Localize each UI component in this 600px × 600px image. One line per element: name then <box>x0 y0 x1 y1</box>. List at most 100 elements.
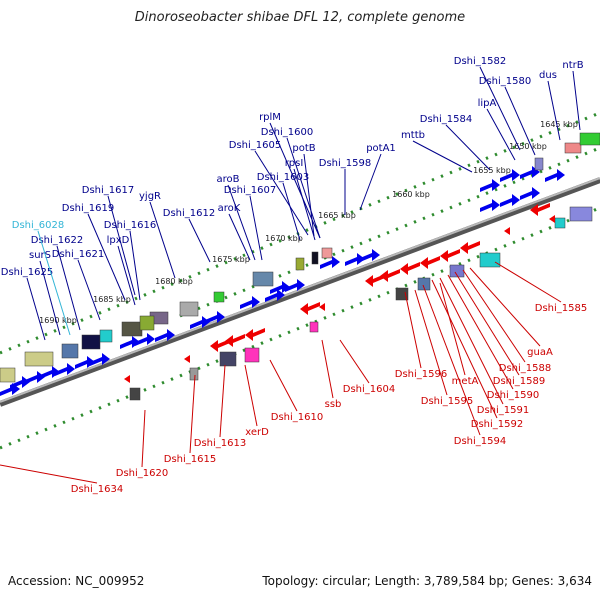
forward-gene-label: mttb <box>401 130 425 141</box>
tick-dot <box>503 244 507 248</box>
forward-gene-arrow <box>480 179 500 192</box>
tick-dot <box>278 334 282 338</box>
reverse-feature-block <box>554 217 566 229</box>
forward-gene-label: aroB <box>217 174 240 185</box>
reverse-gene-label: ssb <box>325 399 342 410</box>
forward-gene-arrow <box>320 256 340 269</box>
forward-gene-label: Dshi_1580 <box>479 76 531 87</box>
forward-gene-arrow <box>500 194 520 207</box>
forward-gene-arrow <box>345 253 365 266</box>
forward-gene-label: surS <box>29 250 51 261</box>
forward-feature-block <box>24 351 54 367</box>
tick-dot <box>35 431 39 435</box>
tick-dot <box>485 191 489 195</box>
tick-dot <box>539 134 543 139</box>
tick-dot <box>107 402 111 407</box>
tick-dot <box>305 228 309 232</box>
tick-dot <box>467 198 471 203</box>
tick-dot <box>431 177 435 182</box>
tick-dot <box>566 158 570 163</box>
tick-dot <box>449 170 453 175</box>
reverse-gene-arrow <box>530 203 550 216</box>
forward-gene-arrow <box>90 353 110 366</box>
reverse-gene-marker <box>504 227 510 235</box>
forward-gene-label: Dshi_1605 <box>229 140 281 151</box>
tick-dot <box>260 246 264 250</box>
tick-dot <box>80 318 84 322</box>
label-leader-line <box>249 195 263 261</box>
tick-dot <box>431 272 435 277</box>
reverse-gene-arrow <box>460 241 480 254</box>
reverse-gene-arrow <box>210 339 230 352</box>
forward-gene-label: lipA <box>478 98 497 109</box>
map-title: Dinoroseobacter shibae DFL 12, complete … <box>134 10 466 25</box>
label-leader-line <box>149 201 176 279</box>
label-leader-line <box>439 277 504 405</box>
forward-feature-block <box>121 321 143 337</box>
tick-dot <box>323 221 327 225</box>
tick-dot <box>422 181 426 186</box>
forward-gene-label: rpsI <box>285 158 304 169</box>
tick-dot <box>476 159 480 164</box>
label-leader-line <box>269 359 298 412</box>
forward-feature-block <box>252 271 274 287</box>
reverse-gene-arrow <box>380 269 400 282</box>
tick-dot <box>512 145 516 150</box>
tick-dot <box>323 316 327 320</box>
tick-dot <box>35 336 39 340</box>
tick-dot <box>305 263 309 267</box>
scale-tick-label: 1690 kbp <box>39 316 77 325</box>
tick-dot <box>386 290 390 295</box>
tick-dot <box>332 217 336 222</box>
forward-gene-label: Dshi_1600 <box>261 127 313 138</box>
forward-gene-arrow <box>25 371 45 384</box>
label-leader-line <box>188 218 211 263</box>
forward-gene-arrow <box>500 169 520 182</box>
tick-dot <box>242 253 246 258</box>
tick-dot <box>44 332 48 337</box>
scale-tick-label: 1685 kbp <box>93 295 131 304</box>
reverse-gene-label: Dshi_1595 <box>421 396 473 407</box>
forward-gene-label: Dshi_1582 <box>454 56 506 67</box>
tick-dot <box>161 285 165 290</box>
tick-dot <box>332 312 336 317</box>
reverse-gene-label: Dshi_1589 <box>493 376 545 387</box>
reverse-gene-label: metA <box>452 376 479 387</box>
tick-dot <box>233 292 237 296</box>
tick-dot <box>287 330 291 335</box>
tick-dot <box>377 234 381 239</box>
tick-dot <box>350 305 354 309</box>
tick-dot <box>179 373 183 378</box>
tick-dot <box>467 163 471 168</box>
tick-dot <box>575 120 579 124</box>
reverse-gene-label: Dshi_1596 <box>395 369 447 380</box>
tick-dot <box>350 245 354 249</box>
genome-summary-text: Topology: circular; Length: 3,789,584 bp… <box>262 574 592 588</box>
tick-dot <box>359 301 363 306</box>
forward-gene-label: dus <box>539 70 557 81</box>
tick-dot <box>53 329 57 333</box>
tick-dot <box>278 274 282 278</box>
tick-dot <box>557 162 561 167</box>
forward-gene-label: Dshi_1598 <box>319 158 371 169</box>
tick-dot <box>224 260 228 265</box>
reverse-gene-marker <box>124 375 130 383</box>
label-leader-line <box>404 291 422 369</box>
tick-dot <box>377 294 381 299</box>
tick-dot <box>593 148 597 152</box>
tick-dot <box>269 242 273 247</box>
label-leader-line <box>479 66 521 151</box>
reverse-gene-label: Dshi_1585 <box>535 303 587 314</box>
tick-dot <box>215 359 219 363</box>
label-leader-line <box>227 184 256 261</box>
genome-backbone <box>0 177 600 407</box>
tick-dot <box>395 227 399 231</box>
forward-gene-arrow <box>155 329 175 342</box>
label-leader-line <box>422 284 481 436</box>
tick-dot <box>341 248 345 253</box>
tick-dot <box>350 210 354 214</box>
tick-dot <box>539 169 543 174</box>
tick-dot <box>215 264 219 268</box>
tick-dot <box>152 384 156 389</box>
